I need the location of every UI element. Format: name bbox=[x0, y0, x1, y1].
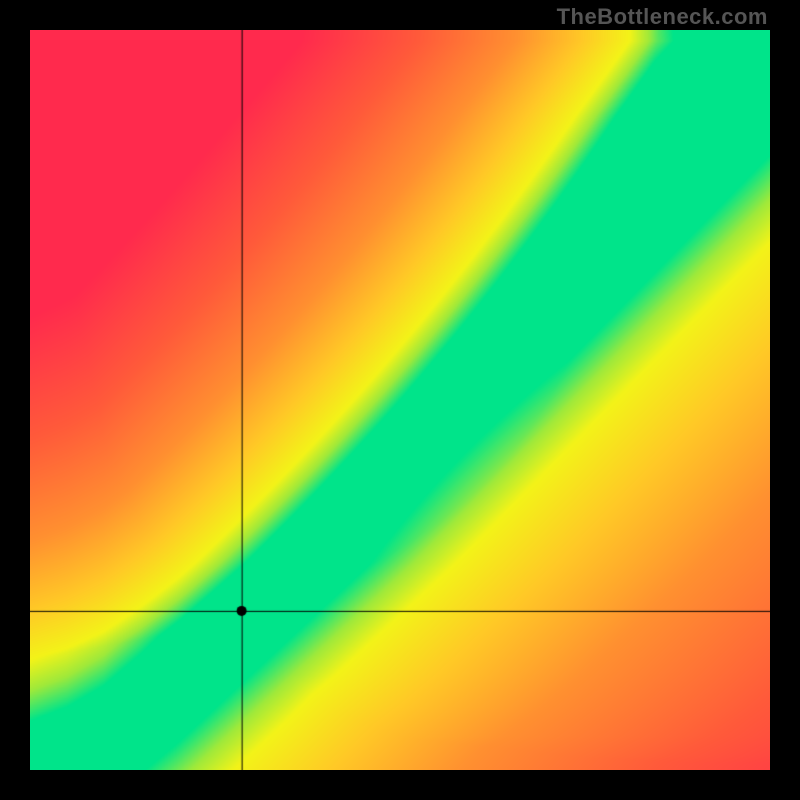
watermark-text: TheBottleneck.com bbox=[557, 4, 768, 30]
heatmap-canvas bbox=[30, 30, 770, 770]
heatmap-plot bbox=[30, 30, 770, 770]
chart-container: TheBottleneck.com bbox=[0, 0, 800, 800]
